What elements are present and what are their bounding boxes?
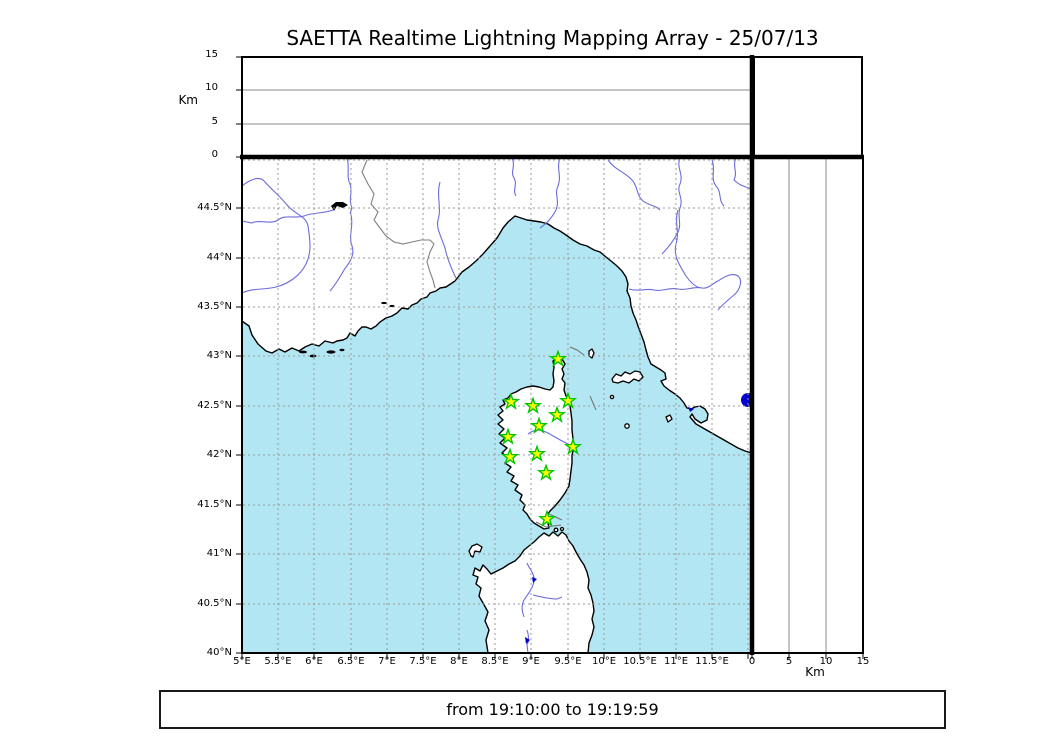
top-km-tick: 5 — [211, 116, 218, 127]
country-border — [361, 159, 436, 289]
top-km-tick: 0 — [211, 149, 218, 160]
top-km-unit-label: Km — [178, 93, 198, 107]
right-km-unit-label: Km — [805, 665, 825, 679]
lat-tick: 40.5°N — [197, 598, 232, 609]
lon-tick: 10°E — [591, 656, 617, 667]
right-km-tick: 5 — [785, 656, 793, 667]
lon-tick: 8°E — [450, 656, 468, 667]
altitude-histogram-panel — [753, 56, 863, 158]
lat-tick: 42.5°N — [197, 400, 232, 411]
map-panel — [236, 156, 753, 659]
lat-tick: 42°N — [206, 449, 232, 460]
lon-tick: 9.5°E — [554, 656, 582, 667]
lon-tick: 10.5°E — [623, 656, 657, 667]
lon-tick: 11°E — [663, 656, 689, 667]
lon-tick: 9°E — [522, 656, 540, 667]
sardinia-coast — [472, 531, 595, 652]
altitude-longitude-panel — [236, 56, 753, 158]
lat-tick: 41.5°N — [197, 499, 232, 510]
map-axis-ticks — [236, 207, 749, 659]
time-range-text: from 19:10:00 to 19:19:59 — [446, 700, 659, 719]
lon-tick: 5.5°E — [264, 656, 292, 667]
lon-tick: 7.5°E — [409, 656, 437, 667]
time-range-box: from 19:10:00 to 19:19:59 — [159, 690, 946, 729]
lon-tick: 7°E — [378, 656, 396, 667]
top-km-tick: 15 — [205, 49, 218, 60]
lake-serre-poncon — [331, 202, 348, 211]
rivers-france — [243, 158, 457, 294]
lon-tick: 11.5°E — [695, 656, 729, 667]
right-km-tick: 10 — [819, 656, 833, 667]
right-km-tick: 15 — [856, 656, 870, 667]
lon-tick: 6.5°E — [337, 656, 365, 667]
lon-tick: 6°E — [305, 656, 323, 667]
lon-tick: 8.5°E — [481, 656, 509, 667]
small-lakes — [525, 407, 694, 644]
page-title: SAETTA Realtime Lightning Mapping Array … — [286, 26, 819, 50]
small-islets — [299, 301, 395, 358]
islands — [468, 348, 673, 558]
lat-tick: 41°N — [206, 548, 232, 559]
altitude-latitude-panel — [751, 156, 864, 659]
top-km-tick: 10 — [205, 82, 218, 93]
lat-tick: 44°N — [206, 252, 232, 263]
lake-bolsena — [741, 393, 751, 407]
mainland-coast — [243, 158, 751, 454]
panel-separators — [240, 55, 864, 655]
graticule — [243, 158, 751, 652]
lat-tick: 43.5°N — [197, 301, 232, 312]
lon-tick: 5°E — [233, 656, 251, 667]
lat-tick: 43°N — [206, 350, 232, 361]
lat-tick: 40°N — [206, 647, 232, 658]
maritime-boundaries — [535, 346, 597, 528]
lat-tick: 44.5°N — [197, 202, 232, 213]
right-km-tick: 0 — [748, 656, 756, 667]
